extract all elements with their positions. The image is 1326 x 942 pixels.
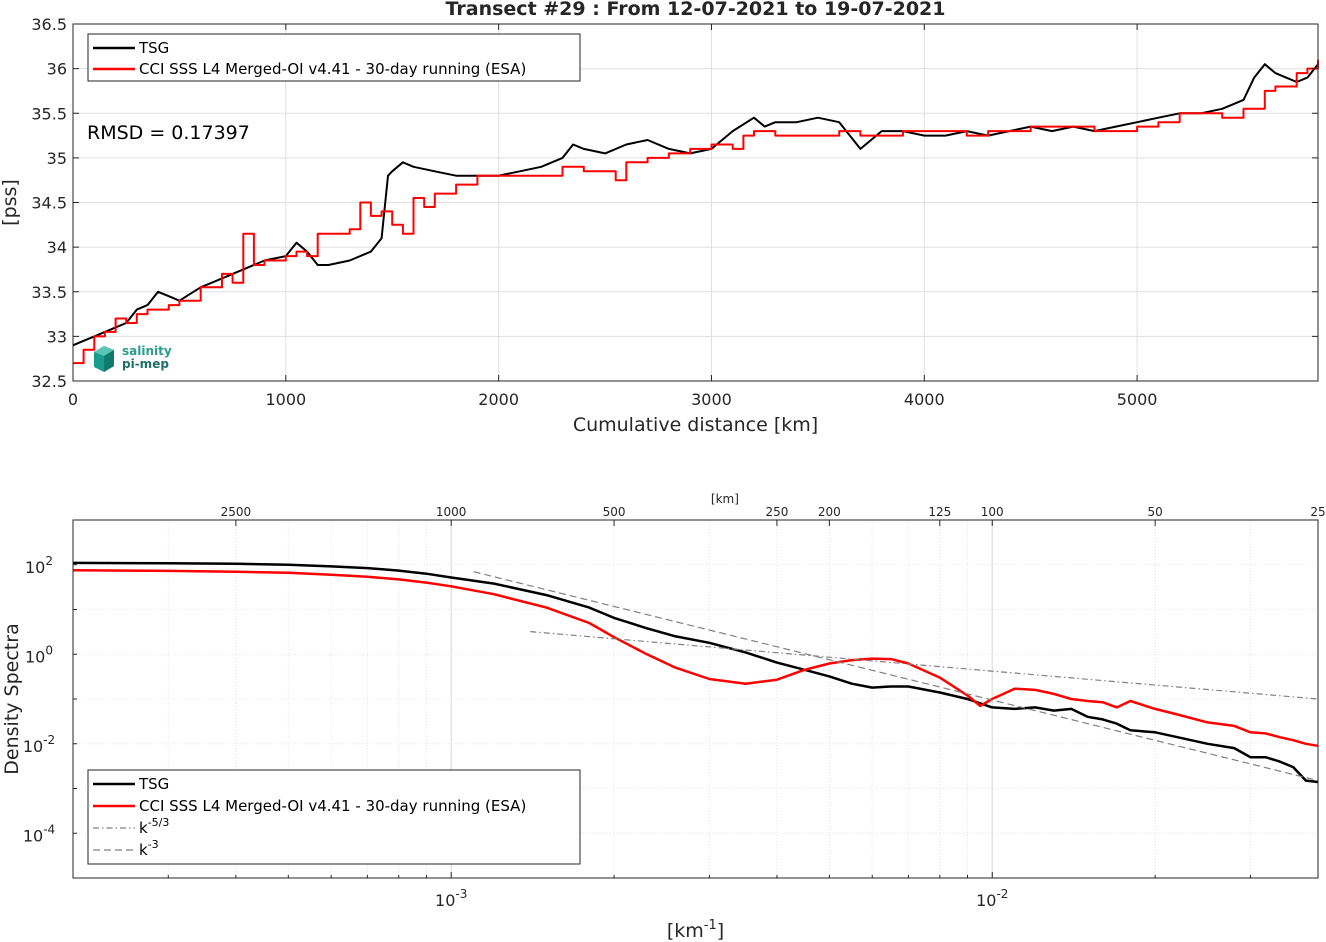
x-axis-label: [km-1] <box>667 918 724 942</box>
reference-line-k53 <box>530 631 1319 700</box>
top-axis-label: [km] <box>711 492 739 506</box>
logo-cube-side-icon <box>104 350 114 372</box>
legend-entry-name: TSG <box>138 775 169 793</box>
tick-base: 10 <box>23 826 43 845</box>
reference-line-k3 <box>473 571 1319 782</box>
x-tick-label: 4000 <box>904 390 945 409</box>
tick-base: 10 <box>976 891 996 910</box>
top-tick-label: 100 <box>981 505 1004 519</box>
tick-base: 10 <box>25 558 45 577</box>
x-axis-label-end: ] <box>717 920 724 942</box>
top-tick-label: 125 <box>928 505 951 519</box>
legend: TSG CCI SSS L4 Merged-OI v4.41 - 30-day r… <box>87 33 581 82</box>
top-tick-label: 250 <box>765 505 788 519</box>
legend-entry-name: k <box>139 841 148 859</box>
axis-ticks: 0 1000 2000 3000 4000 5000 32.5 33 33.5 34 34.5 35 3… <box>31 15 1318 409</box>
series-line-cci <box>73 59 1319 365</box>
tick-exponent: 0 <box>45 643 53 657</box>
x-tick-label: 3000 <box>691 390 732 409</box>
y-axis-label: [pss] <box>0 179 21 226</box>
legend: TSG CCI SSS L4 Merged-OI v4.41 - 30-day r… <box>87 769 581 865</box>
logo-cube-face-icon <box>94 346 114 356</box>
salinity-transect-chart: Transect #29 : From 12-07-2021 to 19-07-… <box>0 0 1319 436</box>
legend-entry: TSG <box>138 775 169 793</box>
x-tick-label: 10-3 <box>435 887 467 910</box>
logo-text-pi-mep: pi-mep <box>122 357 169 371</box>
legend-box <box>87 33 581 82</box>
y-tick-label: 100 <box>25 643 53 666</box>
series-group <box>72 59 1319 365</box>
x-tick-label: 2000 <box>478 390 519 409</box>
tick-base: 10 <box>23 737 43 756</box>
series-line-cci <box>72 569 1319 748</box>
legend-entry-name: k <box>139 819 148 837</box>
x-tick-label: 5000 <box>1117 390 1158 409</box>
top-tick-label: 25 <box>1310 505 1325 519</box>
top-tick-label: 50 <box>1147 505 1162 519</box>
logo-text-salinity: salinity <box>122 344 172 358</box>
legend-entry: CCI SSS L4 Merged-OI v4.41 - 30-day runn… <box>139 60 526 78</box>
legend-entry: k-5/3 <box>139 816 169 837</box>
legend-entry: CCI SSS L4 Merged-OI v4.41 - 30-day runn… <box>139 797 526 815</box>
tick-exponent: -2 <box>43 733 55 747</box>
tick-exponent: -3 <box>455 887 467 901</box>
salinity-pi-mep-logo: salinity pi-mep <box>94 344 172 372</box>
tick-exponent: -2 <box>996 887 1008 901</box>
top-tick-label: 1000 <box>436 505 467 519</box>
y-tick-label: 102 <box>25 554 53 577</box>
top-tick-label: 200 <box>818 505 841 519</box>
legend-entry-exponent: -5/3 <box>148 816 170 829</box>
y-tick-label: 35.5 <box>31 104 67 123</box>
chart-title: Transect #29 : From 12-07-2021 to 19-07-… <box>446 0 946 20</box>
tick-exponent: -4 <box>43 822 55 836</box>
y-tick-label: 10-4 <box>23 822 55 845</box>
y-tick-label: 33.5 <box>31 283 67 302</box>
x-tick-label: 10-2 <box>976 887 1008 910</box>
y-axis-label: Density Spectra <box>1 623 23 774</box>
tick-base: 10 <box>435 891 455 910</box>
y-tick-label: 36.5 <box>31 15 67 34</box>
legend-entry: TSG <box>138 39 169 57</box>
y-tick-label: 35 <box>47 149 67 168</box>
y-tick-label: 33 <box>47 327 67 346</box>
x-tick-label: 0 <box>68 390 78 409</box>
legend-entry-exponent: -3 <box>148 838 159 851</box>
x-axis-label: Cumulative distance [km] <box>573 414 818 436</box>
y-tick-label: 32.5 <box>31 372 67 391</box>
series-line-tsg <box>72 561 1319 784</box>
x-axis-label-base: [km <box>667 920 704 942</box>
top-tick-label: 2500 <box>221 505 252 519</box>
tick-exponent: 2 <box>45 554 53 568</box>
legend-box <box>87 769 581 865</box>
legend-entry: k-3 <box>139 838 159 859</box>
y-tick-label: 36 <box>47 60 67 79</box>
rmsd-annotation: RMSD = 0.17397 <box>87 122 250 144</box>
y-tick-label: 10-2 <box>23 733 55 756</box>
series-group <box>72 561 1319 784</box>
series-line-tsg <box>72 63 1319 347</box>
top-tick-label: 500 <box>603 505 626 519</box>
y-tick-label: 34.5 <box>31 194 67 213</box>
legend-entry-name: CCI SSS L4 Merged-OI v4.41 - 30-day runn… <box>139 797 526 815</box>
x-tick-label: 1000 <box>265 390 306 409</box>
x-axis-label-exp: -1 <box>704 918 717 933</box>
tick-base: 10 <box>25 647 45 666</box>
y-tick-label: 34 <box>47 238 67 257</box>
